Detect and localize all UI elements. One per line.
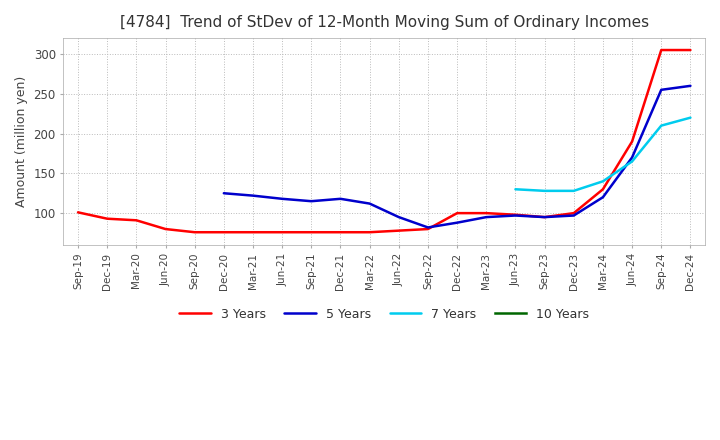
3 Years (686, 48, 695, 53)
3 Years (628, 139, 636, 144)
7 Years (570, 188, 578, 194)
5 Years (657, 87, 665, 92)
5 Years (598, 194, 607, 200)
5 Years (686, 83, 695, 88)
Line: 5 Years: 5 Years (224, 86, 690, 227)
3 Years (336, 230, 345, 235)
3 Years (132, 218, 140, 223)
3 Years (482, 210, 490, 216)
Title: [4784]  Trend of StDev of 12-Month Moving Sum of Ordinary Incomes: [4784] Trend of StDev of 12-Month Moving… (120, 15, 649, 30)
3 Years (103, 216, 112, 221)
5 Years (307, 198, 315, 204)
7 Years (628, 159, 636, 164)
5 Years (453, 220, 462, 225)
3 Years (220, 230, 228, 235)
3 Years (598, 187, 607, 192)
5 Years (220, 191, 228, 196)
5 Years (395, 214, 403, 220)
3 Years (190, 230, 199, 235)
3 Years (657, 48, 665, 53)
Y-axis label: Amount (million yen): Amount (million yen) (15, 76, 28, 207)
5 Years (248, 193, 257, 198)
7 Years (511, 187, 520, 192)
3 Years (511, 212, 520, 217)
7 Years (540, 188, 549, 194)
3 Years (161, 227, 170, 232)
5 Years (278, 196, 287, 202)
5 Years (423, 225, 432, 230)
3 Years (540, 214, 549, 220)
5 Years (336, 196, 345, 202)
3 Years (423, 227, 432, 232)
5 Years (511, 213, 520, 218)
3 Years (248, 230, 257, 235)
Legend: 3 Years, 5 Years, 7 Years, 10 Years: 3 Years, 5 Years, 7 Years, 10 Years (174, 303, 594, 326)
7 Years (657, 123, 665, 128)
3 Years (453, 210, 462, 216)
3 Years (570, 210, 578, 216)
7 Years (598, 179, 607, 184)
5 Years (570, 213, 578, 218)
5 Years (628, 155, 636, 160)
5 Years (365, 201, 374, 206)
3 Years (278, 230, 287, 235)
3 Years (307, 230, 315, 235)
3 Years (365, 230, 374, 235)
Line: 3 Years: 3 Years (78, 50, 690, 232)
5 Years (482, 214, 490, 220)
7 Years (686, 115, 695, 120)
5 Years (540, 214, 549, 220)
3 Years (73, 210, 82, 215)
Line: 7 Years: 7 Years (516, 117, 690, 191)
3 Years (395, 228, 403, 233)
